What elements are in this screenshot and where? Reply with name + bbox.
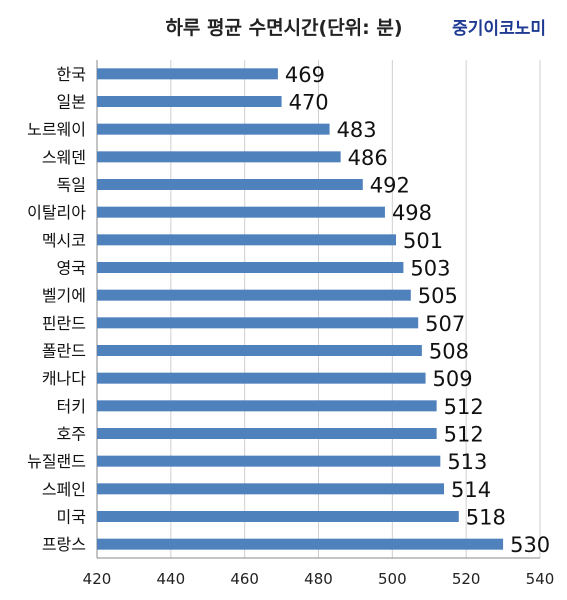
category-label: 일본 [57,93,86,112]
category-label: 한국 [57,65,86,84]
x-tick-label: 540 [526,570,555,588]
category-label: 이탈리아 [27,203,86,222]
bars [97,68,504,550]
bar [97,511,459,522]
x-tick-label: 500 [378,570,407,588]
value-label: 469 [285,63,325,87]
x-tick-label: 520 [452,570,481,588]
value-label: 470 [289,91,329,115]
value-label: 513 [447,450,487,474]
value-label: 492 [370,174,410,198]
value-label: 505 [418,284,458,308]
value-label: 501 [403,229,443,253]
brand-logo-text: 중기이코노미 [452,19,546,39]
x-tick-label: 440 [157,570,186,588]
bar [97,289,411,301]
category-label: 벨기에 [42,286,86,305]
category-label: 캐나다 [42,369,86,388]
value-label: 503 [410,257,450,281]
bar [97,538,504,550]
value-label: 512 [444,423,484,447]
x-axis-ticks: 420 440 460 480 500 520 540 [83,570,555,588]
bar [97,400,437,412]
category-label: 프랑스 [42,535,86,554]
category-labels: 한국일본노르웨이스웨덴독일이탈리아멕시코영국벨기에핀란드폴란드캐나다터키호주뉴질… [27,65,86,554]
bar [97,179,363,190]
value-label: 508 [429,340,469,364]
category-label: 영국 [57,259,86,278]
bar [97,372,426,384]
category-label: 노르웨이 [27,120,86,139]
bar [97,455,441,467]
bar [97,428,437,439]
value-label: 512 [444,395,484,419]
value-label: 518 [466,506,506,530]
gridlines [96,60,541,559]
category-label: 핀란드 [42,314,86,333]
value-label: 498 [392,201,432,225]
value-labels: 469 470 483 486 492 498 501 503 505 507 508 509 512 5… [285,63,550,557]
value-label: 530 [510,533,550,557]
category-label: 폴란드 [42,342,86,361]
category-label: 뉴질랜드 [27,452,86,471]
chart-title: 하루 평균 수면시간(단위: 분) [165,17,402,39]
bar [97,234,397,246]
x-tick-label: 420 [83,570,112,588]
bar [97,151,341,163]
category-label: 미국 [57,508,86,527]
category-label: 멕시코 [42,231,86,250]
bar [97,68,278,80]
bar [97,262,404,273]
category-label: 스페인 [42,480,86,499]
value-label: 483 [337,118,377,142]
x-tick-label: 460 [230,570,259,588]
bar [97,96,282,107]
x-tick-label: 480 [304,570,333,588]
category-label: 호주 [57,425,86,444]
value-label: 486 [348,146,388,170]
category-label: 독일 [57,176,86,195]
category-label: 스웨덴 [42,148,86,167]
bar [97,206,385,218]
bar [97,345,422,356]
value-label: 514 [451,478,491,502]
bar [97,317,419,329]
bar [97,483,445,495]
value-label: 507 [425,312,465,336]
category-label: 터키 [57,397,86,416]
value-label: 509 [433,367,473,391]
bar [97,123,330,135]
